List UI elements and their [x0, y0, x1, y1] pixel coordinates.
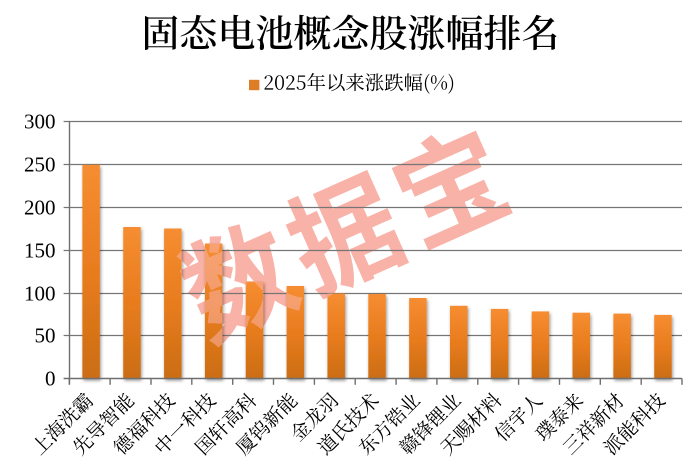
svg-text:0: 0	[45, 367, 56, 391]
svg-text:100: 100	[24, 282, 56, 306]
svg-text:250: 250	[24, 153, 56, 177]
svg-text:50: 50	[35, 324, 56, 348]
svg-text:200: 200	[24, 196, 56, 220]
svg-text:150: 150	[24, 239, 56, 263]
svg-text:300: 300	[24, 110, 56, 134]
